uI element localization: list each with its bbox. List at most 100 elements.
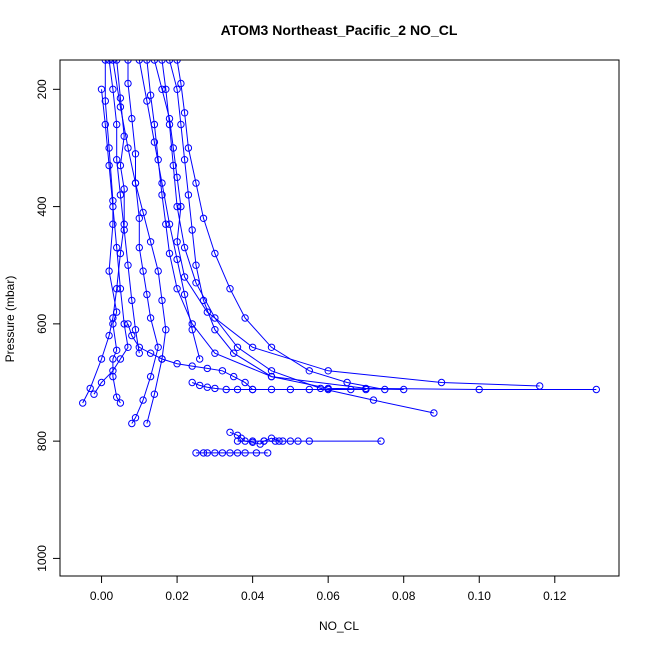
data-point-4-9	[248, 343, 257, 351]
data-point-13-6	[188, 362, 196, 370]
data-point-13-8	[218, 367, 227, 375]
data-point-13-1	[128, 331, 136, 340]
data-point-2-14	[128, 419, 136, 428]
data-point-11-4	[248, 438, 257, 446]
data-point-16-7	[124, 343, 132, 351]
data-point-13-3	[146, 349, 155, 357]
data-point-12-8	[286, 385, 295, 394]
data-point-1-9	[105, 331, 113, 340]
data-point-1-2	[120, 132, 128, 140]
data-point-16-5	[116, 285, 125, 293]
data-point-9-4	[279, 437, 287, 445]
data-point-14-6	[180, 290, 189, 299]
x-tick-label-2: 0.04	[241, 589, 265, 603]
data-point-2-8	[143, 290, 151, 299]
data-point-8-0	[109, 60, 117, 64]
data-point-0-9	[109, 355, 117, 363]
x-axis-label: NO_CL	[319, 619, 359, 633]
data-point-15-4	[116, 191, 125, 199]
data-point-5-3	[180, 156, 189, 164]
data-point-2-7	[139, 267, 147, 275]
data-point-3-9	[211, 349, 219, 357]
data-point-12-4	[222, 385, 230, 394]
data-point-12-9	[305, 385, 313, 394]
data-point-15-9	[135, 349, 144, 357]
data-point-16-0	[97, 85, 106, 94]
data-point-7-10	[316, 384, 325, 393]
data-point-2-6	[135, 243, 144, 252]
data-point-7-7	[211, 314, 219, 322]
data-point-4-3	[169, 144, 178, 152]
data-point-0-11	[113, 393, 121, 401]
series-line-0	[104, 60, 121, 404]
data-point-7-12	[430, 409, 438, 417]
data-point-9-7	[305, 437, 313, 445]
data-point-10-9	[264, 449, 272, 457]
data-point-7-2	[165, 120, 174, 129]
data-point-11-8	[275, 437, 283, 445]
data-point-8-5	[146, 238, 155, 246]
data-point-12-12	[362, 385, 370, 394]
data-point-10-1	[199, 449, 208, 457]
data-point-16-2	[105, 161, 113, 170]
series-line-1	[82, 60, 125, 404]
data-point-6-12	[381, 385, 389, 394]
x-tick-label-5: 0.10	[468, 589, 492, 603]
data-point-12-2	[203, 383, 212, 391]
x-tick-label-0: 0.00	[90, 589, 114, 603]
data-point-4-7	[180, 273, 189, 281]
data-point-8-11	[143, 419, 151, 428]
data-point-12-1	[196, 381, 204, 390]
data-point-12-5	[233, 385, 242, 394]
data-point-4-6	[173, 238, 181, 246]
data-point-2-5	[135, 214, 144, 223]
data-point-0-5	[105, 267, 113, 275]
data-point-14-3	[158, 179, 166, 187]
x-tick-label-4: 0.08	[392, 589, 416, 603]
data-point-12-11	[347, 385, 355, 394]
data-point-4-12	[536, 382, 544, 390]
data-point-16-4	[113, 243, 121, 252]
data-point-2-11	[146, 372, 155, 381]
data-point-6-4	[192, 179, 200, 187]
data-point-15-1	[109, 85, 117, 94]
y-tick-label-2: 600	[35, 314, 49, 334]
data-point-1-8	[109, 314, 117, 322]
data-point-9-6	[294, 437, 302, 445]
data-point-2-9	[146, 314, 155, 322]
data-point-8-6	[154, 267, 162, 275]
data-point-1-4	[120, 185, 128, 193]
data-point-7-6	[192, 279, 200, 287]
data-point-16-1	[101, 120, 110, 129]
data-point-16-6	[120, 320, 128, 328]
data-point-1-0	[113, 60, 121, 64]
data-point-6-9	[267, 343, 276, 351]
data-point-14-5	[173, 255, 181, 264]
data-point-15-2	[113, 120, 121, 129]
data-point-14-1	[143, 97, 151, 105]
data-point-16-3	[109, 202, 117, 211]
data-point-3-4	[158, 191, 166, 199]
x-tick-label-1: 0.02	[165, 589, 189, 603]
data-point-12-10	[324, 385, 332, 394]
data-point-0-8	[113, 346, 121, 354]
data-point-11-6	[260, 437, 268, 445]
data-point-10-6	[233, 449, 242, 457]
data-point-3-7	[173, 285, 181, 293]
data-point-0-10	[109, 372, 117, 381]
data-point-3-1	[146, 91, 155, 99]
data-point-5-12	[400, 385, 408, 394]
data-point-0-7	[109, 320, 117, 328]
data-point-9-8	[377, 437, 385, 445]
data-point-14-0	[135, 60, 143, 64]
data-point-3-0	[143, 60, 151, 64]
data-point-4-0	[150, 60, 159, 64]
y-tick-label-0: 200	[35, 79, 49, 99]
data-point-10-0	[192, 449, 200, 457]
data-point-6-10	[305, 367, 313, 375]
data-point-14-8	[196, 355, 204, 363]
data-point-5-9	[230, 349, 238, 357]
data-layer	[79, 60, 600, 457]
data-point-6-6	[211, 249, 219, 258]
